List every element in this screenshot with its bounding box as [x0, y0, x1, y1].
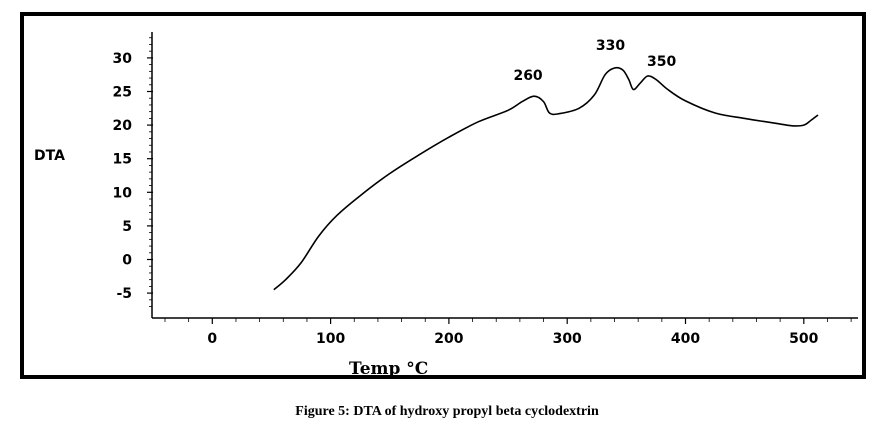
y-tick-label: 0 — [122, 253, 132, 269]
annotations: 260 330 350 — [513, 38, 676, 84]
y-tick-label: 25 — [113, 85, 132, 101]
x-tick-label: 500 — [789, 331, 818, 347]
x-tick-label: 0 — [207, 331, 217, 347]
x-tick-label: 300 — [553, 331, 582, 347]
y-tick-label: 15 — [113, 152, 132, 168]
dta-curve — [273, 66, 819, 291]
dta-chart: -5 0 5 10 15 20 25 30 0 100 200 300 400 500 260 330 35… — [34, 32, 858, 375]
y-axis-label: DTA — [34, 148, 65, 164]
y-ticks: -5 0 5 10 15 20 25 30 — [113, 37, 153, 307]
y-tick-label: -5 — [116, 286, 132, 302]
peak-label: 330 — [596, 38, 625, 54]
series — [273, 66, 819, 291]
x-tick-label: 400 — [671, 331, 700, 347]
peak-label: 260 — [513, 68, 542, 84]
x-tick-label: 100 — [316, 331, 345, 347]
y-tick-label: 20 — [113, 118, 133, 134]
figure-caption: Figure 5: DTA of hydroxy propyl beta cyc… — [295, 404, 599, 419]
y-tick-label: 30 — [113, 51, 133, 67]
axes — [151, 32, 858, 319]
x-ticks: 0 100 200 300 400 500 — [164, 318, 852, 347]
x-tick-label: 200 — [434, 331, 463, 347]
x-axis-label: Temp °C — [349, 359, 428, 375]
y-tick-label: 5 — [122, 219, 132, 235]
y-tick-label: 10 — [113, 185, 133, 201]
peak-label: 350 — [647, 54, 676, 70]
chart-frame: -5 0 5 10 15 20 25 30 0 100 200 300 400 500 260 330 35… — [20, 12, 866, 379]
